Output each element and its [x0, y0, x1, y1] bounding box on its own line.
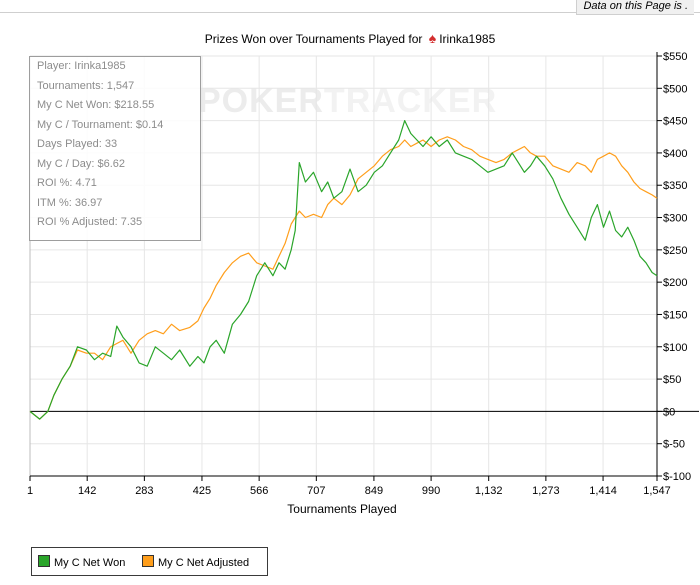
y-tick-label: $50 [663, 374, 681, 386]
y-tick-label: $-100 [663, 471, 691, 483]
x-tick-label: 425 [193, 485, 211, 497]
legend-label: My C Net Won [54, 557, 126, 569]
y-tick-label: $450 [663, 116, 687, 128]
y-tick-label: $-50 [663, 439, 685, 451]
x-axis-ticks: 1 142 283 425 566 707 849 990 1,132 1,273 1,414 1,5… [27, 476, 671, 497]
x-tick-label: 1,414 [589, 485, 617, 497]
x-tick-label: 1,132 [475, 485, 503, 497]
x-axis-label: Tournaments Played [287, 502, 396, 516]
legend-item[interactable]: My C Net Won [38, 555, 126, 569]
legend-label: My C Net Adjusted [158, 557, 250, 569]
stat-line: My C / Day: $6.62 [37, 157, 126, 170]
stat-line: My C / Tournament: $0.14 [37, 118, 164, 131]
stat-line: ROI % Adjusted: 7.35 [37, 216, 143, 228]
stat-line: My C Net Won: $218.55 [37, 99, 155, 111]
legend: My C Net Won My C Net Adjusted [31, 547, 268, 576]
data-note: Data on this Page is . [576, 0, 694, 15]
x-tick-label: 142 [78, 485, 96, 497]
y-tick-label: $150 [663, 309, 687, 321]
x-tick-label: 566 [250, 485, 268, 497]
series-line [29, 119, 658, 420]
y-axis-ticks: $-100 $-50 $0 $50 $100 $150 $200 $250 $300 $350 $4… [657, 51, 691, 483]
x-tick-label: 1,547 [643, 485, 671, 497]
spade-icon: ♠ [428, 30, 437, 46]
player-stats-box: Player: Irinka1985 Tournaments: 1,547 My C… [29, 56, 201, 241]
y-tick-label: $550 [663, 51, 687, 63]
stat-line: Player: Irinka1985 [37, 60, 126, 72]
x-tick-label: 283 [135, 485, 153, 497]
series-line [29, 136, 658, 420]
stat-line: ROI %: 4.71 [37, 177, 97, 189]
x-tick-label: 990 [422, 485, 440, 497]
y-tick-label: $300 [663, 213, 687, 225]
y-tick-label: $250 [663, 245, 687, 257]
top-bar: Data on this Page is . [0, 0, 700, 15]
chart-title-player: Irinka1985 [439, 32, 496, 46]
y-tick-label: $500 [663, 83, 687, 95]
y-tick-label: $100 [663, 342, 687, 354]
legend-swatch [38, 555, 50, 567]
y-tick-label: $0 [663, 406, 675, 418]
x-tick-label: 1,273 [532, 485, 560, 497]
x-tick-label: 707 [307, 485, 325, 497]
top-bar-divider [0, 12, 700, 13]
legend-item[interactable]: My C Net Adjusted [142, 555, 250, 569]
stat-line: ITM %: 36.97 [37, 196, 103, 209]
chart-title-prefix: Prizes Won over Tournaments Played for [204, 32, 423, 46]
x-tick-label: 1 [27, 485, 33, 497]
y-tick-label: $350 [663, 180, 687, 192]
series-lines [29, 119, 658, 420]
y-tick-label: $400 [663, 148, 687, 160]
stat-line: Days Played: 33 [37, 138, 118, 150]
stat-line: Tournaments: 1,547 [37, 79, 135, 92]
x-tick-label: 849 [365, 485, 383, 497]
legend-swatch [142, 555, 154, 567]
y-tick-label: $200 [663, 277, 687, 289]
chart-title: Prizes Won over Tournaments Played for ♠… [0, 30, 700, 46]
